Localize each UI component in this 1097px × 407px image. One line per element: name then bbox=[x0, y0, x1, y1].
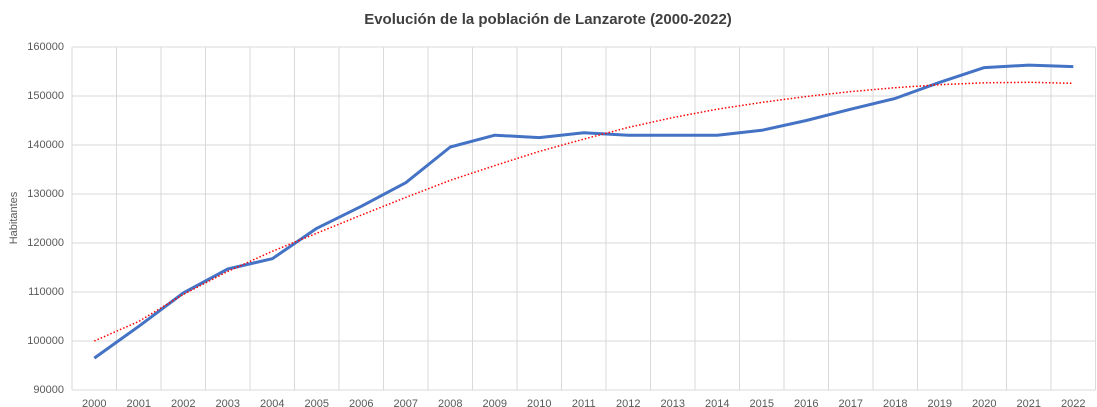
x-tick-label: 2004 bbox=[260, 398, 284, 407]
x-tick-label: 2001 bbox=[127, 398, 151, 407]
x-tick-label: 2018 bbox=[883, 398, 907, 407]
x-tick-label: 2006 bbox=[349, 398, 373, 407]
y-tick-label: 110000 bbox=[28, 286, 64, 298]
x-tick-label: 2017 bbox=[839, 398, 863, 407]
x-tick-label: 2010 bbox=[527, 398, 551, 407]
x-tick-label: 2016 bbox=[794, 398, 818, 407]
x-tick-label: 2012 bbox=[616, 398, 640, 407]
x-tick-label: 2019 bbox=[928, 398, 952, 407]
x-tick-label: 2015 bbox=[750, 398, 774, 407]
y-tick-label: 120000 bbox=[27, 237, 64, 249]
x-tick-label: 2003 bbox=[216, 398, 240, 407]
y-tick-label: 90000 bbox=[33, 384, 64, 396]
series-line bbox=[93, 63, 1074, 360]
y-axis-label: Habitantes bbox=[8, 191, 20, 244]
x-tick-label: 2013 bbox=[661, 398, 685, 407]
x-tick-label: 2008 bbox=[438, 398, 462, 407]
y-tick-label: 160000 bbox=[27, 41, 64, 53]
y-tick-label: 140000 bbox=[27, 139, 64, 151]
y-tick-label: 150000 bbox=[27, 90, 64, 102]
y-tick-label: 100000 bbox=[27, 335, 64, 347]
x-tick-label: 2020 bbox=[972, 398, 996, 407]
x-tick-label: 2011 bbox=[572, 398, 596, 407]
chart-title: Evolución de la población de Lanzarote (… bbox=[364, 11, 732, 28]
x-tick-label: 2022 bbox=[1061, 398, 1085, 407]
x-tick-label: 2002 bbox=[171, 398, 195, 407]
y-tick-label: 130000 bbox=[27, 188, 64, 200]
x-tick-label: 2000 bbox=[82, 398, 106, 407]
x-tick-label: 2014 bbox=[705, 398, 729, 407]
x-tick-label: 2009 bbox=[483, 398, 507, 407]
x-tick-label: 2007 bbox=[394, 398, 418, 407]
series-line bbox=[93, 81, 1074, 342]
x-tick-label: 2005 bbox=[305, 398, 329, 407]
x-tick-label: 2021 bbox=[1017, 398, 1041, 407]
